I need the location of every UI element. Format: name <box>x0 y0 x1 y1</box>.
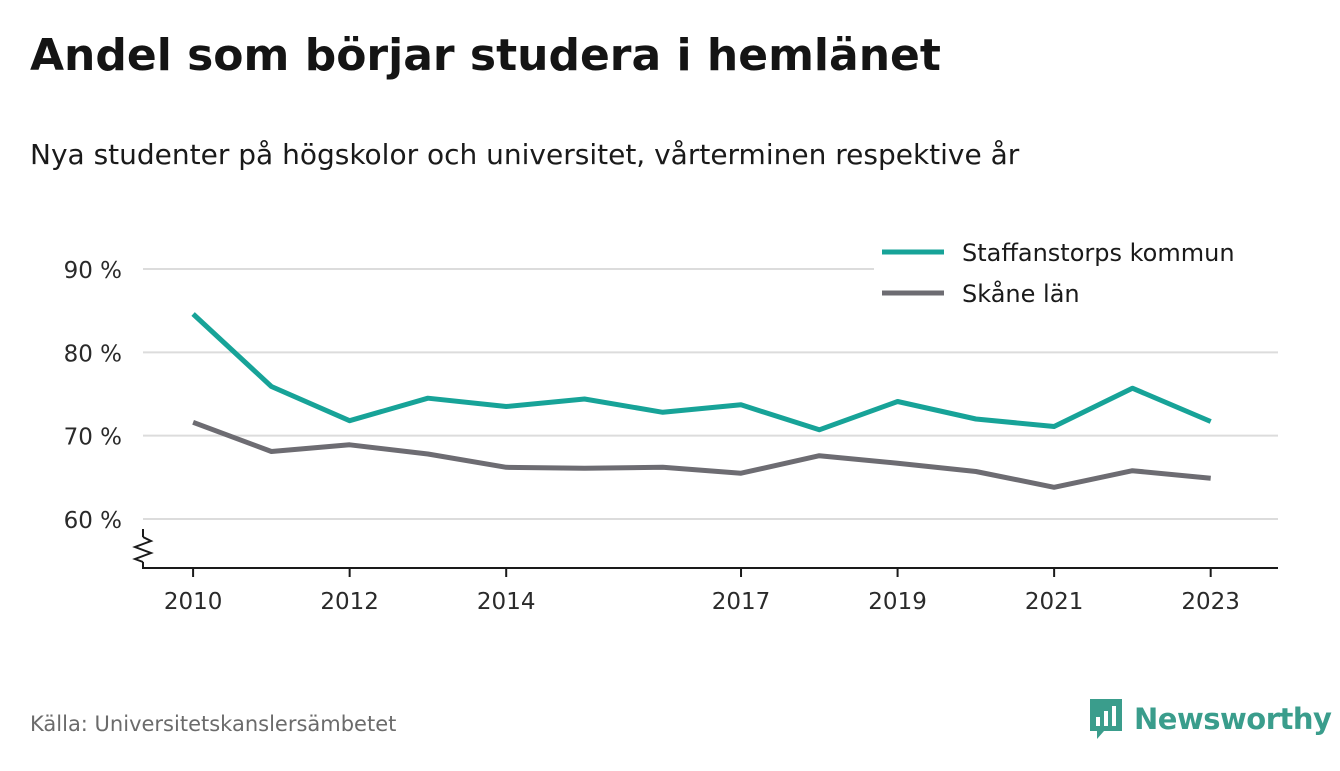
bar-chart-speech-bubble-icon <box>1090 699 1122 739</box>
axis-break-marker <box>132 536 154 563</box>
source-note: Källa: Universitetskanslersämbetet <box>30 712 397 736</box>
y-tick-label: 90 % <box>64 258 122 284</box>
brand-name: Newsworthy <box>1134 702 1332 736</box>
axes: 60 % 70 % 80 % 90 % 2010 2012 2014 2017 2019 2021… <box>64 258 1278 615</box>
x-tick-label: 2014 <box>477 589 536 615</box>
x-tick-label: 2012 <box>320 589 379 615</box>
chart-title: Andel som börjar studera i hemlänet <box>30 30 941 81</box>
legend-background <box>874 232 1284 312</box>
series-line-staffanstorp <box>191 312 1212 433</box>
legend-label: Staffanstorps kommun <box>962 239 1235 267</box>
series-lines <box>191 312 1212 490</box>
x-tick-label: 2023 <box>1181 589 1240 615</box>
x-tick-label: 2019 <box>868 589 927 615</box>
legend-label: Skåne län <box>962 279 1080 308</box>
legend: Staffanstorps kommun Skåne län <box>874 232 1284 312</box>
y-tick-label: 60 % <box>64 508 122 534</box>
x-tick-label: 2021 <box>1025 589 1084 615</box>
chart-subtitle: Nya studenter på högskolor och universit… <box>30 138 1020 171</box>
y-tick-label: 80 % <box>64 341 122 367</box>
x-tick-label: 2010 <box>164 589 223 615</box>
x-tick-label: 2017 <box>712 589 771 615</box>
series-line-skane <box>192 419 1211 490</box>
y-tick-label: 70 % <box>64 425 122 451</box>
brand-logo[interactable]: Newsworthy <box>1088 697 1332 741</box>
